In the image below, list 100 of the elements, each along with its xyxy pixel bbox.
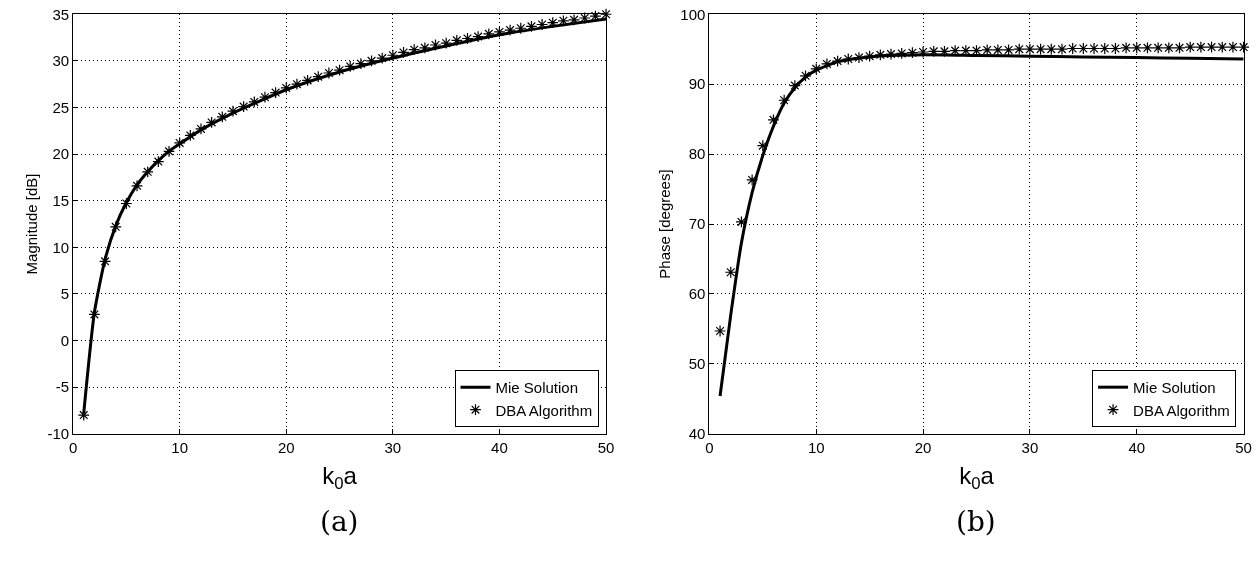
- y-tick-label: 90: [688, 75, 706, 93]
- point: [906, 46, 919, 59]
- y-tick-label: 30: [52, 52, 70, 70]
- point: [376, 52, 389, 65]
- point: [429, 39, 442, 52]
- point: [216, 110, 229, 123]
- text: (a): [320, 505, 359, 538]
- point: [991, 43, 1004, 56]
- x-tick-label: 10: [807, 438, 825, 456]
- y-tick-label: 0: [60, 331, 70, 349]
- y-tick-label: 80: [688, 145, 706, 163]
- point: [1120, 41, 1133, 54]
- point: [248, 95, 261, 108]
- point: [820, 57, 833, 70]
- x-tick-label: 40: [1128, 438, 1146, 456]
- point: [735, 215, 748, 228]
- point: [1109, 42, 1122, 55]
- point: [1194, 41, 1207, 54]
- y-tick-label: 60: [688, 285, 706, 303]
- point: [450, 34, 463, 47]
- x-tick-label: 10: [171, 438, 189, 456]
- legend-label: Mie Solution: [495, 379, 579, 397]
- point: [1226, 41, 1239, 54]
- x-tick-label: 30: [384, 438, 402, 456]
- point: [344, 60, 357, 73]
- point: [788, 79, 801, 92]
- y-tick-label: 100: [680, 5, 706, 23]
- point: [810, 62, 823, 75]
- point: [258, 91, 271, 104]
- y-tick-label: 50: [688, 355, 706, 373]
- y-axis-title: Phase [degrees]: [655, 169, 673, 279]
- point: [1173, 41, 1186, 54]
- point: [77, 409, 90, 422]
- legend-label: Mie Solution: [1133, 379, 1216, 397]
- x-tick-label: 50: [597, 438, 615, 456]
- y-tick-label: -5: [55, 378, 70, 396]
- point: [1023, 43, 1036, 56]
- point: [354, 57, 367, 70]
- y-axis-title: Magnitude [dB]: [22, 173, 40, 275]
- y-tick-label: 15: [52, 191, 70, 209]
- point: [895, 47, 908, 60]
- point: [173, 136, 186, 149]
- point: [440, 37, 453, 50]
- point: [397, 46, 410, 59]
- text: (b): [956, 505, 996, 538]
- point: [1088, 42, 1101, 55]
- point: [1216, 41, 1229, 54]
- point: [1098, 42, 1111, 55]
- point: [163, 145, 176, 158]
- point: [981, 43, 994, 56]
- point: [1237, 41, 1250, 54]
- point: [578, 11, 591, 24]
- point: [917, 46, 930, 59]
- x-tick-label: 40: [491, 438, 508, 456]
- point: [724, 266, 737, 279]
- legend-label: DBA Algorithm: [1133, 401, 1230, 419]
- point: [746, 173, 759, 186]
- point: [525, 20, 538, 33]
- point: [290, 78, 303, 91]
- point: [141, 165, 154, 178]
- point: [557, 14, 570, 27]
- point: [504, 24, 517, 37]
- point: [269, 86, 282, 99]
- y-tick-label: 25: [52, 98, 70, 116]
- x-tick-label: 30: [1021, 438, 1039, 456]
- point: [874, 48, 887, 61]
- point: [131, 179, 144, 192]
- y-tick-label: 40: [688, 425, 706, 443]
- point: [1205, 41, 1218, 54]
- point: [885, 48, 898, 61]
- point: [493, 25, 506, 38]
- point: [408, 43, 421, 56]
- x-tick-label: 50: [1235, 438, 1252, 456]
- point: [237, 100, 250, 113]
- point: [1130, 41, 1143, 54]
- point: [1055, 43, 1068, 56]
- point: [756, 139, 769, 152]
- y-tick-label: 35: [52, 5, 70, 23]
- point: [852, 51, 865, 64]
- point: [195, 122, 207, 135]
- y-tick-label: 10: [52, 238, 70, 256]
- point: [365, 54, 378, 67]
- point: [99, 255, 112, 268]
- y-tick-label: 5: [60, 285, 70, 303]
- x-tick-label: 20: [277, 438, 295, 456]
- point: [1066, 42, 1079, 55]
- point: [109, 220, 122, 233]
- point: [546, 16, 559, 29]
- point: [1162, 41, 1175, 54]
- y-tick-label: -10: [47, 425, 70, 443]
- point: [1077, 42, 1090, 55]
- point: [1002, 43, 1015, 56]
- point: [568, 13, 581, 26]
- point: [1045, 43, 1058, 56]
- x-axis-title: k$_{0}$a: [322, 462, 358, 494]
- point: [184, 129, 197, 142]
- point: [1013, 43, 1026, 56]
- point: [927, 45, 940, 58]
- point: [386, 49, 399, 62]
- point: [1152, 41, 1165, 54]
